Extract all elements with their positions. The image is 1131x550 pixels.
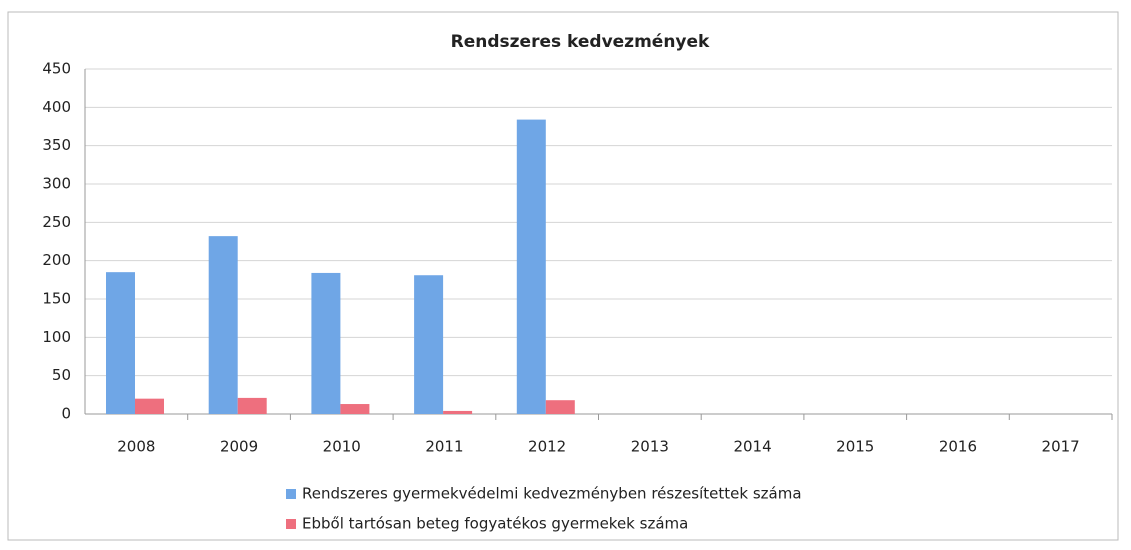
x-tick-label: 2013 (631, 438, 669, 456)
bar (208, 236, 238, 414)
y-tick-label: 350 (42, 136, 71, 154)
chart-border (7, 11, 1119, 541)
legend-label: Rendszeres gyermekvédelmi kedvezményben … (302, 485, 802, 503)
bar (516, 119, 546, 414)
x-tick-label: 2015 (836, 438, 874, 456)
bar (545, 400, 575, 414)
legend-label: Ebből tartósan beteg fogyatékos gyermeke… (302, 515, 688, 533)
y-tick-label: 450 (42, 60, 71, 78)
y-tick-label: 300 (42, 175, 71, 193)
x-tick-label: 2010 (323, 438, 361, 456)
bar (340, 404, 370, 414)
bar (443, 410, 473, 414)
chart-title: Rendszeres kedvezmények (451, 32, 710, 52)
x-tick-label: 2017 (1042, 438, 1080, 456)
x-tick-label: 2008 (117, 438, 155, 456)
x-tick-label: 2011 (425, 438, 463, 456)
y-tick-label: 200 (42, 251, 71, 269)
y-tick-label: 50 (52, 366, 71, 384)
bar (414, 275, 444, 414)
legend-marker (286, 519, 296, 529)
y-tick-label: 150 (42, 290, 71, 308)
legend-marker (286, 489, 296, 499)
bar (135, 398, 164, 414)
y-tick-label: 250 (42, 213, 71, 231)
y-tick-label: 400 (42, 98, 71, 116)
x-tick-label: 2009 (220, 438, 258, 456)
bar (106, 272, 135, 414)
bar (237, 397, 267, 414)
x-tick-label: 2014 (733, 438, 771, 456)
y-tick-label: 100 (42, 328, 71, 346)
x-tick-label: 2012 (528, 438, 566, 456)
bar (311, 272, 341, 414)
x-tick-label: 2016 (939, 438, 977, 456)
y-tick-label: 0 (61, 405, 71, 423)
